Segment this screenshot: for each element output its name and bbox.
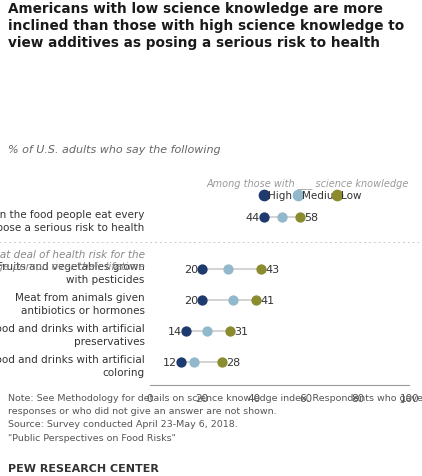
Text: 58: 58 [304, 213, 318, 223]
Text: 43: 43 [265, 264, 279, 274]
Text: 20: 20 [184, 264, 198, 274]
Point [253, 297, 260, 304]
Text: "Public Perspectives on Food Risks": "Public Perspectives on Food Risks" [8, 433, 176, 442]
Text: 41: 41 [260, 295, 274, 305]
Text: 31: 31 [234, 327, 248, 337]
Text: responses or who did not give an answer are not shown.: responses or who did not give an answer … [8, 406, 277, 415]
Point [225, 266, 231, 273]
Point [178, 358, 184, 366]
Point [219, 358, 226, 366]
Text: 20: 20 [184, 295, 198, 305]
Point [261, 214, 268, 221]
Text: Meat from animals given
antibiotics or hormones: Meat from animals given antibiotics or h… [15, 293, 145, 315]
Point [203, 327, 210, 335]
Point [183, 327, 189, 335]
Text: Source: Survey conducted April 23-May 6, 2018.: Source: Survey conducted April 23-May 6,… [8, 419, 238, 428]
Text: Food and drinks with artificial
preservatives: Food and drinks with artificial preserva… [0, 324, 145, 347]
Point [198, 266, 205, 273]
Text: 12: 12 [163, 357, 177, 367]
Text: Note: See Methodology for details on science knowledge index. Respondents who ga: Note: See Methodology for details on sci… [8, 393, 422, 402]
Point [279, 214, 286, 221]
Text: Medium: Medium [302, 191, 343, 201]
Text: 44: 44 [246, 213, 260, 223]
Point [258, 266, 265, 273]
Text: Food and drinks with artificial
coloring: Food and drinks with artificial coloring [0, 355, 145, 377]
Point [198, 297, 205, 304]
Point [333, 192, 340, 199]
Point [191, 358, 197, 366]
Text: High: High [268, 191, 292, 201]
Text: 14: 14 [168, 327, 182, 337]
Point [227, 327, 234, 335]
Text: PEW RESEARCH CENTER: PEW RESEARCH CENTER [8, 463, 160, 473]
Point [230, 297, 236, 304]
Point [295, 192, 301, 199]
Text: Among those with ___ science knowledge: Among those with ___ science knowledge [207, 178, 409, 188]
Text: 28: 28 [226, 357, 241, 367]
Text: Eating ___ has a great deal of health risk for the
average person over their lif: Eating ___ has a great deal of health ri… [0, 248, 145, 272]
Point [297, 214, 304, 221]
Text: Fruits and vegetables grown
with pesticides: Fruits and vegetables grown with pestici… [0, 262, 145, 284]
Text: Low: Low [341, 191, 361, 201]
Text: Americans with low science knowledge are more
inclined than those with high scie: Americans with low science knowledge are… [8, 2, 405, 50]
Text: % of U.S. adults who say the following: % of U.S. adults who say the following [8, 145, 221, 155]
Text: Additives in the food people eat every
day pose a serious risk to health: Additives in the food people eat every d… [0, 210, 145, 233]
Point [261, 192, 268, 199]
